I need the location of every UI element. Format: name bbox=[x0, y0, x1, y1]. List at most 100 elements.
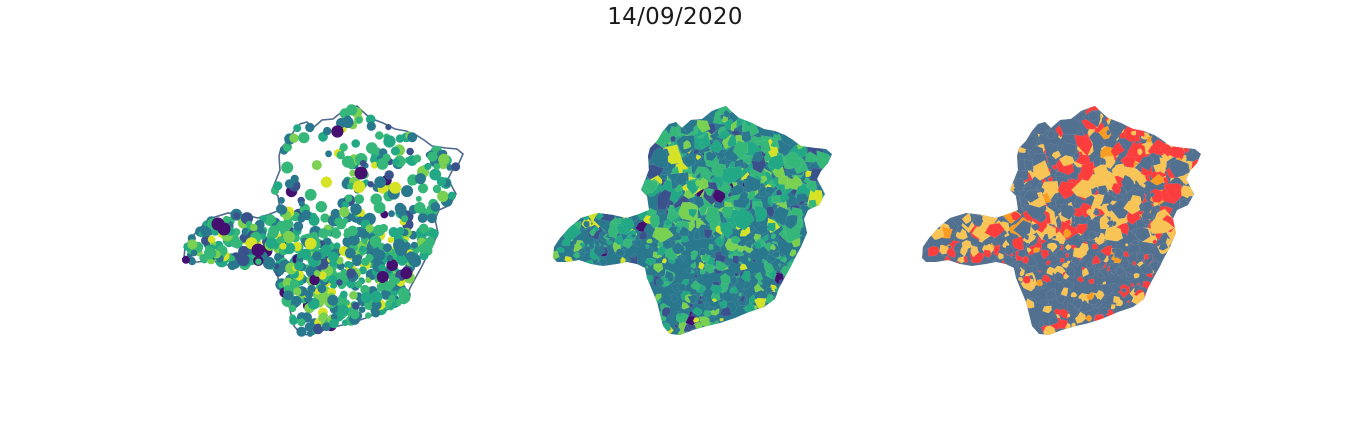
municipality-point bbox=[376, 271, 389, 283]
municipality-polygon bbox=[727, 253, 733, 259]
municipality-polygon bbox=[961, 212, 972, 225]
municipality-point bbox=[344, 247, 356, 259]
municipality-point bbox=[351, 139, 361, 148]
municipality-point bbox=[361, 257, 370, 266]
municipality-point bbox=[371, 299, 382, 310]
municipality-point bbox=[264, 214, 276, 227]
municipality-polygon bbox=[1107, 120, 1124, 140]
map-panel-choropleth-viridis bbox=[553, 106, 832, 335]
municipality-point bbox=[251, 243, 265, 257]
municipality-point bbox=[188, 257, 196, 266]
municipality-polygon bbox=[729, 285, 739, 295]
municipality-polygon bbox=[1037, 270, 1042, 274]
municipality-polygon bbox=[1120, 288, 1127, 294]
municipality-polygon bbox=[805, 151, 818, 163]
municipality-polygon bbox=[747, 190, 756, 201]
municipality-polygon bbox=[753, 272, 757, 277]
municipality-polygon bbox=[780, 257, 788, 264]
municipality-polygon bbox=[688, 208, 698, 218]
municipality-polygon bbox=[1099, 157, 1107, 166]
municipality-point bbox=[365, 224, 374, 233]
municipality-polygon bbox=[710, 284, 723, 296]
municipality-point bbox=[288, 304, 297, 313]
municipality-polygon bbox=[661, 258, 667, 264]
municipality-polygon bbox=[1135, 227, 1151, 242]
municipality-point bbox=[318, 313, 327, 323]
municipality-polygon bbox=[1037, 320, 1045, 329]
municipality-polygon bbox=[957, 228, 968, 240]
municipality-polygon bbox=[789, 248, 797, 258]
municipality-point bbox=[344, 194, 353, 203]
municipality-polygon bbox=[1088, 109, 1099, 122]
municipality-polygon bbox=[711, 298, 718, 303]
municipality-point bbox=[315, 201, 327, 213]
municipality-point bbox=[360, 284, 370, 295]
municipality-polygon bbox=[729, 184, 744, 197]
municipality-polygon bbox=[738, 261, 743, 265]
municipality-polygon bbox=[1096, 289, 1105, 301]
municipality-polygon bbox=[593, 240, 601, 248]
municipality-polygon bbox=[1033, 247, 1041, 254]
municipality-polygon bbox=[922, 240, 930, 251]
municipality-point bbox=[350, 309, 360, 320]
municipality-point bbox=[400, 267, 413, 280]
municipality-polygon bbox=[1108, 264, 1117, 272]
municipality-point bbox=[401, 185, 414, 198]
municipality-polygon bbox=[645, 265, 649, 269]
municipality-polygon bbox=[751, 257, 757, 263]
municipality-point bbox=[429, 168, 442, 181]
municipality-point bbox=[323, 126, 332, 136]
municipality-polygon bbox=[772, 166, 786, 179]
municipality-polygon bbox=[651, 227, 675, 243]
municipality-polygon bbox=[1110, 304, 1117, 310]
municipality-polygon bbox=[645, 274, 653, 283]
municipality-point bbox=[374, 176, 387, 189]
municipality-polygon bbox=[1026, 247, 1032, 254]
municipality-polygon bbox=[1096, 270, 1106, 279]
municipality-point bbox=[373, 201, 386, 214]
municipality-points bbox=[181, 104, 461, 337]
municipality-polygon bbox=[633, 239, 642, 247]
municipality-point bbox=[330, 282, 337, 289]
municipality-polygon bbox=[1017, 248, 1027, 258]
municipality-polygon bbox=[1040, 248, 1050, 260]
municipality-polygon bbox=[927, 245, 940, 257]
municipality-point bbox=[293, 124, 302, 133]
municipality-polygon bbox=[744, 174, 762, 192]
municipality-point bbox=[438, 153, 450, 166]
municipality-polygon bbox=[709, 139, 723, 154]
municipality-polygon bbox=[692, 273, 698, 278]
municipality-point bbox=[346, 262, 353, 269]
municipality-polygon bbox=[1150, 216, 1175, 234]
municipality-polygon bbox=[655, 277, 665, 287]
municipality-polygon bbox=[685, 180, 699, 195]
municipality-point bbox=[427, 213, 437, 224]
municipality-polygon bbox=[708, 236, 713, 240]
municipality-polygon bbox=[1086, 261, 1093, 268]
municipality-point bbox=[352, 302, 360, 310]
municipality-polygon bbox=[1074, 311, 1086, 324]
municipality-polygon bbox=[741, 130, 752, 143]
municipality-polygon bbox=[705, 206, 722, 230]
municipality-polygon bbox=[1110, 259, 1116, 264]
municipality-polygon bbox=[1112, 295, 1122, 304]
municipality-point bbox=[407, 132, 418, 143]
municipality-point bbox=[395, 244, 408, 257]
municipality-point bbox=[388, 294, 396, 303]
municipality-polygon bbox=[767, 153, 785, 171]
municipality-polygon bbox=[692, 267, 697, 272]
municipality-polygon bbox=[1042, 233, 1049, 242]
municipality-polygon bbox=[671, 241, 686, 255]
municipality-polygon bbox=[1121, 259, 1130, 270]
municipality-polygon bbox=[580, 251, 586, 257]
municipality-polygon bbox=[721, 206, 735, 219]
municipality-polygon bbox=[732, 140, 749, 161]
municipality-polygon bbox=[747, 252, 752, 256]
municipality-polygon bbox=[1093, 164, 1110, 184]
municipality-polygon bbox=[687, 294, 699, 305]
municipality-point bbox=[349, 169, 357, 177]
municipality-point bbox=[322, 322, 331, 332]
municipality-polygon bbox=[1133, 272, 1140, 279]
municipality-polygon bbox=[1129, 172, 1141, 181]
municipality-polygon bbox=[1124, 243, 1129, 247]
